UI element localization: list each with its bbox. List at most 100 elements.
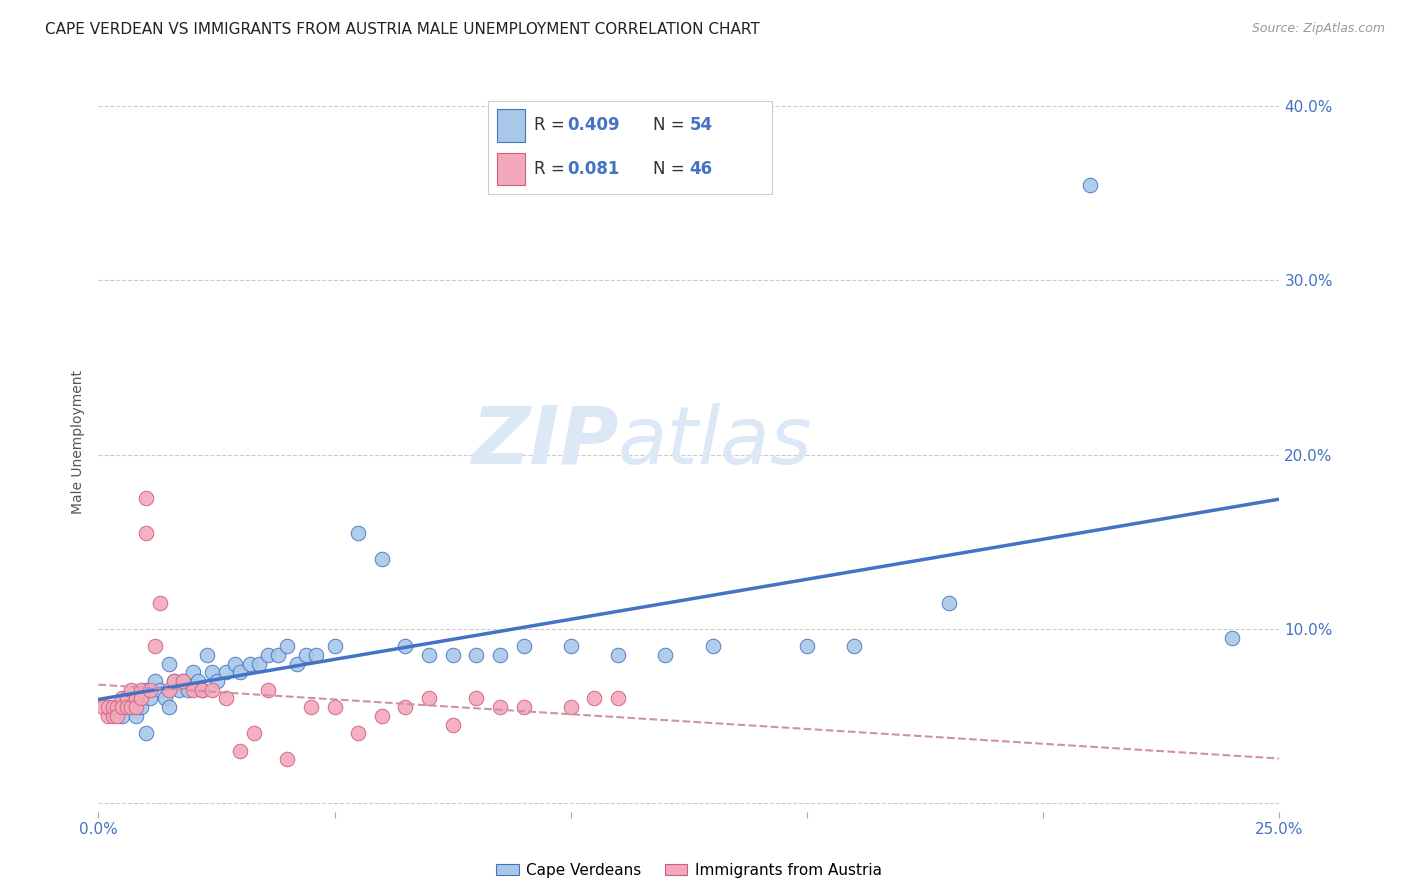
Point (257, 648, 280, 662)
Point (191, 682, 214, 697)
Text: 0.081: 0.081 (568, 160, 620, 178)
Point (1080, 178, 1102, 192)
Point (323, 700, 346, 714)
Point (111, 709, 134, 723)
Point (101, 709, 124, 723)
Text: CAPE VERDEAN VS IMMIGRANTS FROM AUSTRIA MALE UNEMPLOYMENT CORRELATION CHART: CAPE VERDEAN VS IMMIGRANTS FROM AUSTRIA … (45, 22, 759, 37)
Point (394, 639, 416, 653)
Point (172, 674, 194, 689)
Point (91, 700, 114, 714)
Point (607, 691, 630, 706)
Point (121, 700, 143, 714)
Point (796, 639, 818, 653)
Y-axis label: Male Unemployment: Male Unemployment (72, 369, 86, 514)
Point (115, 691, 138, 706)
Point (149, 682, 172, 697)
Point (465, 691, 488, 706)
Point (129, 691, 152, 706)
Point (163, 674, 186, 689)
Point (105, 709, 128, 723)
Point (121, 700, 143, 714)
Point (97, 700, 120, 714)
Text: 0.409: 0.409 (568, 117, 620, 135)
Point (177, 682, 200, 697)
Point (167, 682, 190, 697)
Point (129, 682, 152, 697)
Point (654, 648, 676, 662)
Point (191, 682, 214, 697)
Point (111, 700, 134, 714)
Text: ZIP: ZIP (471, 402, 619, 481)
Point (201, 682, 224, 697)
Legend: Cape Verdeans, Immigrants from Austria: Cape Verdeans, Immigrants from Austria (496, 863, 882, 878)
Point (276, 639, 298, 653)
Point (125, 700, 148, 714)
Point (560, 639, 582, 653)
Text: N =: N = (652, 117, 689, 135)
Point (135, 682, 157, 697)
Point (489, 700, 512, 714)
Point (97, 709, 120, 723)
Point (323, 639, 346, 653)
Point (157, 682, 180, 697)
Point (285, 657, 308, 671)
Point (115, 700, 138, 714)
Point (607, 648, 630, 662)
Point (163, 674, 186, 689)
Bar (496, 110, 524, 142)
Point (247, 657, 270, 671)
Point (149, 596, 172, 610)
Point (583, 691, 606, 706)
Point (441, 717, 464, 731)
Point (111, 691, 134, 706)
Point (115, 691, 138, 706)
Point (257, 682, 280, 697)
Point (195, 648, 218, 662)
Point (1220, 631, 1243, 645)
Point (181, 665, 204, 680)
Point (105, 700, 128, 714)
Point (224, 657, 246, 671)
Text: R =: R = (533, 160, 569, 178)
Point (267, 648, 290, 662)
Point (181, 682, 204, 697)
Point (135, 526, 157, 541)
Point (143, 639, 166, 653)
Text: N =: N = (652, 160, 689, 178)
Point (347, 526, 370, 541)
Point (139, 691, 162, 706)
Point (702, 639, 724, 653)
Text: Source: ZipAtlas.com: Source: ZipAtlas.com (1251, 22, 1385, 36)
Point (172, 674, 194, 689)
Point (157, 657, 180, 671)
Point (418, 691, 440, 706)
Point (157, 700, 180, 714)
Point (243, 726, 266, 740)
Point (187, 674, 209, 689)
Point (512, 700, 534, 714)
Point (347, 726, 370, 740)
Point (229, 744, 252, 758)
Point (295, 648, 318, 662)
Point (305, 648, 328, 662)
Text: 54: 54 (689, 117, 713, 135)
Text: R =: R = (533, 117, 569, 135)
Point (229, 665, 252, 680)
Point (105, 700, 128, 714)
Point (201, 665, 224, 680)
Point (239, 657, 262, 671)
Point (512, 639, 534, 653)
Bar (496, 153, 524, 186)
Point (441, 648, 464, 662)
Point (215, 665, 238, 680)
Point (465, 648, 488, 662)
Point (299, 700, 322, 714)
Point (121, 682, 143, 697)
Point (276, 752, 298, 766)
Point (125, 691, 148, 706)
Point (371, 709, 394, 723)
Text: atlas: atlas (619, 402, 813, 481)
Point (560, 700, 582, 714)
Point (135, 491, 157, 505)
Point (938, 596, 960, 610)
